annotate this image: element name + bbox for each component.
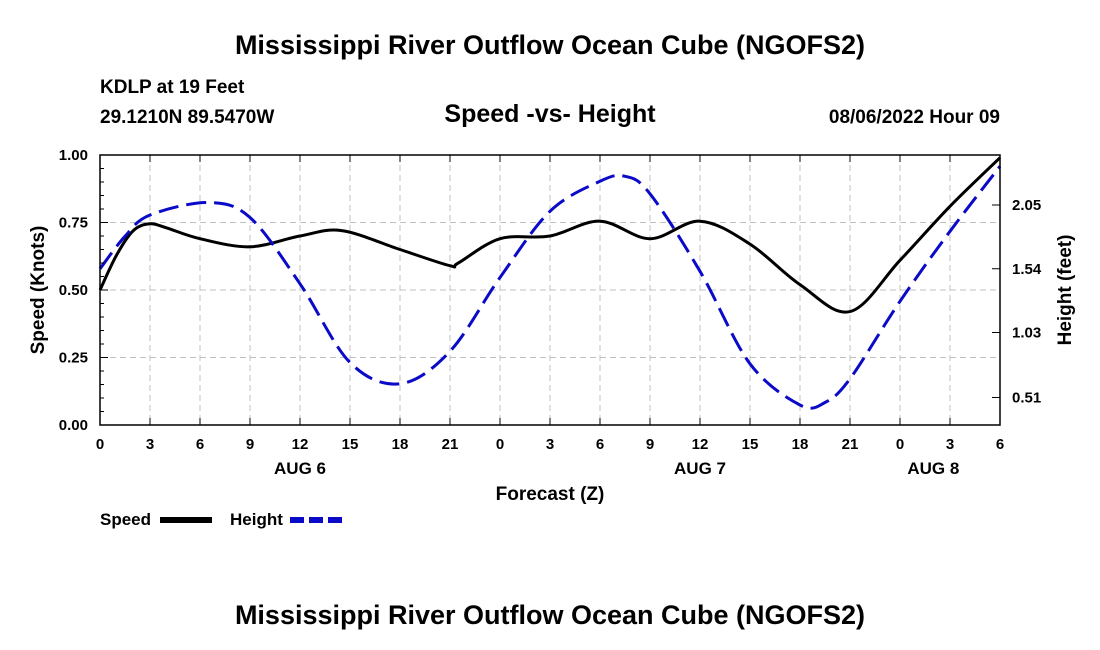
x-tick-label: 12 [692,436,709,453]
y2-tick-label: 2.05 [1012,197,1041,214]
y2-tick-label: 1.03 [1012,325,1041,342]
grid-lines [100,155,1000,425]
legend-height-label: Height [230,510,283,529]
x-tick-label: 3 [546,436,554,453]
x-tick-label: 0 [496,436,504,453]
y-tick-label: 0.00 [59,417,88,434]
x-tick-label: 18 [392,436,409,453]
x-tick-label: 3 [946,436,954,453]
x-tick-label: 21 [842,436,859,453]
speed-series-line [98,156,1002,314]
y-axis-label: Speed (Knots) [28,226,49,355]
legend: Speed Height [100,510,342,529]
chart-subtitle: Speed -vs- Height [444,100,656,128]
x-tick-label: 3 [146,436,154,453]
x-tick-label: 0 [896,436,904,453]
y-tick-label: 0.75 [59,215,88,232]
station-label: KDLP at 19 Feet [100,77,245,98]
x-tick-label: 15 [342,436,359,453]
bottom-title: Mississippi River Outflow Ocean Cube (NG… [234,600,866,630]
location-label: 29.1210N 89.5470W [100,107,275,128]
chart-title: Mississippi River Outflow Ocean Cube (NG… [234,30,866,60]
y-tick-label: 0.50 [59,282,88,299]
y-tick-label: 1.00 [59,147,88,164]
x-tick-label: 9 [246,436,254,453]
x-tick-label: 21 [442,436,459,453]
x-axis-label: Forecast (Z) [496,484,605,505]
x-tick-label: 12 [292,436,309,453]
legend-speed-label: Speed [100,510,151,529]
date-label: AUG 6 [274,459,326,478]
x-tick-label: 6 [996,436,1004,453]
y2-axis-label: Height (feet) [1055,235,1076,346]
y2-tick-label: 1.54 [1012,261,1042,278]
y-tick-label: 0.25 [59,350,88,367]
date-label: AUG 8 [907,459,959,478]
axes: 0 3 6 9 12 15 18 21 0 3 6 9 12 15 18 21 0 3 6 AUG 6 AUG 7 AUG… [59,147,1042,478]
datetime-label: 08/06/2022 Hour 09 [828,107,1000,128]
x-tick-label: 6 [596,436,604,453]
height-series-line [98,165,1002,410]
x-tick-label: 18 [792,436,809,453]
x-tick-label: 9 [646,436,654,453]
y2-tick-label: 0.51 [1012,390,1041,407]
series-lines [98,156,1002,410]
x-tick-label: 15 [742,436,759,453]
x-tick-label: 0 [96,436,104,453]
date-label: AUG 7 [674,459,726,478]
x-tick-label: 6 [196,436,204,453]
